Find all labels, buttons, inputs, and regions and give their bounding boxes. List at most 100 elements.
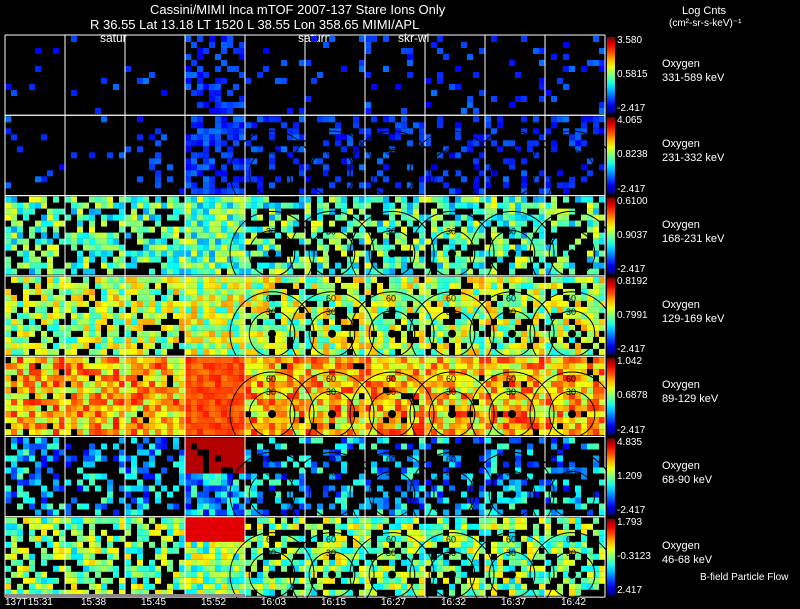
heat-cell [347, 134, 353, 141]
heat-cell [575, 375, 581, 382]
heat-cell [329, 387, 335, 394]
heat-cell [29, 565, 35, 572]
heat-cell [515, 429, 521, 436]
heat-cell [155, 473, 161, 480]
heat-cell [149, 387, 155, 394]
heat-cell [71, 268, 77, 275]
heat-cell [113, 411, 119, 418]
heat-cell [521, 405, 527, 412]
heat-cell [263, 262, 269, 269]
heat-cell [47, 455, 53, 462]
contour-60 [289, 130, 375, 216]
heat-cell [29, 589, 35, 596]
heat-cell [437, 387, 443, 394]
heat-cell [521, 312, 527, 319]
heat-cell [401, 208, 407, 215]
heat-cell [41, 306, 47, 313]
heat-cell [377, 497, 383, 504]
heat-cell [581, 128, 587, 135]
heat-cell [485, 393, 491, 400]
heat-cell [479, 363, 485, 370]
heat-cell [389, 244, 395, 251]
heat-cell [215, 170, 221, 177]
heat-cell [575, 330, 581, 337]
heat-cell [89, 405, 95, 412]
heat-cell [185, 244, 191, 251]
heat-cell [77, 262, 83, 269]
heat-cell [491, 509, 497, 516]
heat-cell [509, 318, 515, 325]
heat-cell [335, 348, 341, 355]
heat-cell [557, 214, 563, 221]
heat-cell [311, 188, 317, 195]
heat-cell [251, 288, 257, 295]
heat-cell [191, 429, 197, 436]
heat-cell [83, 423, 89, 430]
heat-cell [191, 288, 197, 295]
heat-cell [395, 300, 401, 307]
heat-cell [161, 467, 167, 474]
heat-cell [593, 232, 599, 239]
heat-cell [233, 102, 239, 108]
heat-cell [245, 583, 251, 590]
heat-cell [107, 485, 113, 492]
heat-cell [341, 348, 347, 355]
contour-label: 30 [566, 146, 576, 156]
heat-cell [431, 399, 437, 406]
heat-cell [221, 60, 227, 66]
heat-cell [47, 288, 53, 295]
heat-cell [101, 423, 107, 430]
heat-cell [23, 423, 29, 430]
heat-cell [191, 196, 197, 203]
heat-cell [35, 262, 41, 269]
heat-cell [35, 369, 41, 376]
heat-cell [95, 250, 101, 257]
heat-cell [395, 196, 401, 203]
heat-cell [401, 202, 407, 209]
heat-cell [239, 399, 245, 406]
heat-cell [251, 312, 257, 319]
heat-cell [113, 324, 119, 331]
heat-cell [137, 202, 143, 209]
heat-cell [581, 423, 587, 430]
heat-cell [11, 238, 17, 245]
heat-cell [293, 461, 299, 468]
heat-cell [275, 357, 281, 364]
heat-cell [509, 342, 515, 349]
heat-cell [527, 146, 533, 153]
heat-cell [377, 357, 383, 364]
heat-cell [521, 375, 527, 382]
heat-cell [101, 577, 107, 584]
heat-cell [305, 294, 311, 301]
heat-cell [203, 226, 209, 233]
heat-cell [323, 336, 329, 343]
heat-cell [53, 250, 59, 257]
heat-cell [131, 485, 137, 492]
heat-cell [569, 220, 575, 227]
heat-cell [233, 84, 239, 90]
heat-cell [539, 288, 545, 295]
heat-cell [107, 517, 113, 524]
contour-label: 60 [326, 374, 336, 384]
heat-cell [437, 232, 443, 239]
heat-cell [197, 152, 203, 159]
heat-cell [209, 517, 215, 524]
heat-cell [371, 423, 377, 430]
heat-cell [359, 369, 365, 376]
heat-cell [173, 208, 179, 215]
heat-cell [455, 318, 461, 325]
heat-cell [431, 318, 437, 325]
heat-cell [347, 208, 353, 215]
heat-cell [347, 226, 353, 233]
contour-label: 30 [326, 146, 336, 156]
heat-cell [491, 369, 497, 376]
heat-cell [233, 128, 239, 135]
heat-cell [563, 411, 569, 418]
heat-cell [335, 417, 341, 424]
heat-cell [263, 517, 269, 524]
heat-cell [281, 411, 287, 418]
heat-cell [557, 300, 563, 307]
heat-cell [347, 288, 353, 295]
heat-cell [401, 262, 407, 269]
heat-cell [233, 330, 239, 337]
